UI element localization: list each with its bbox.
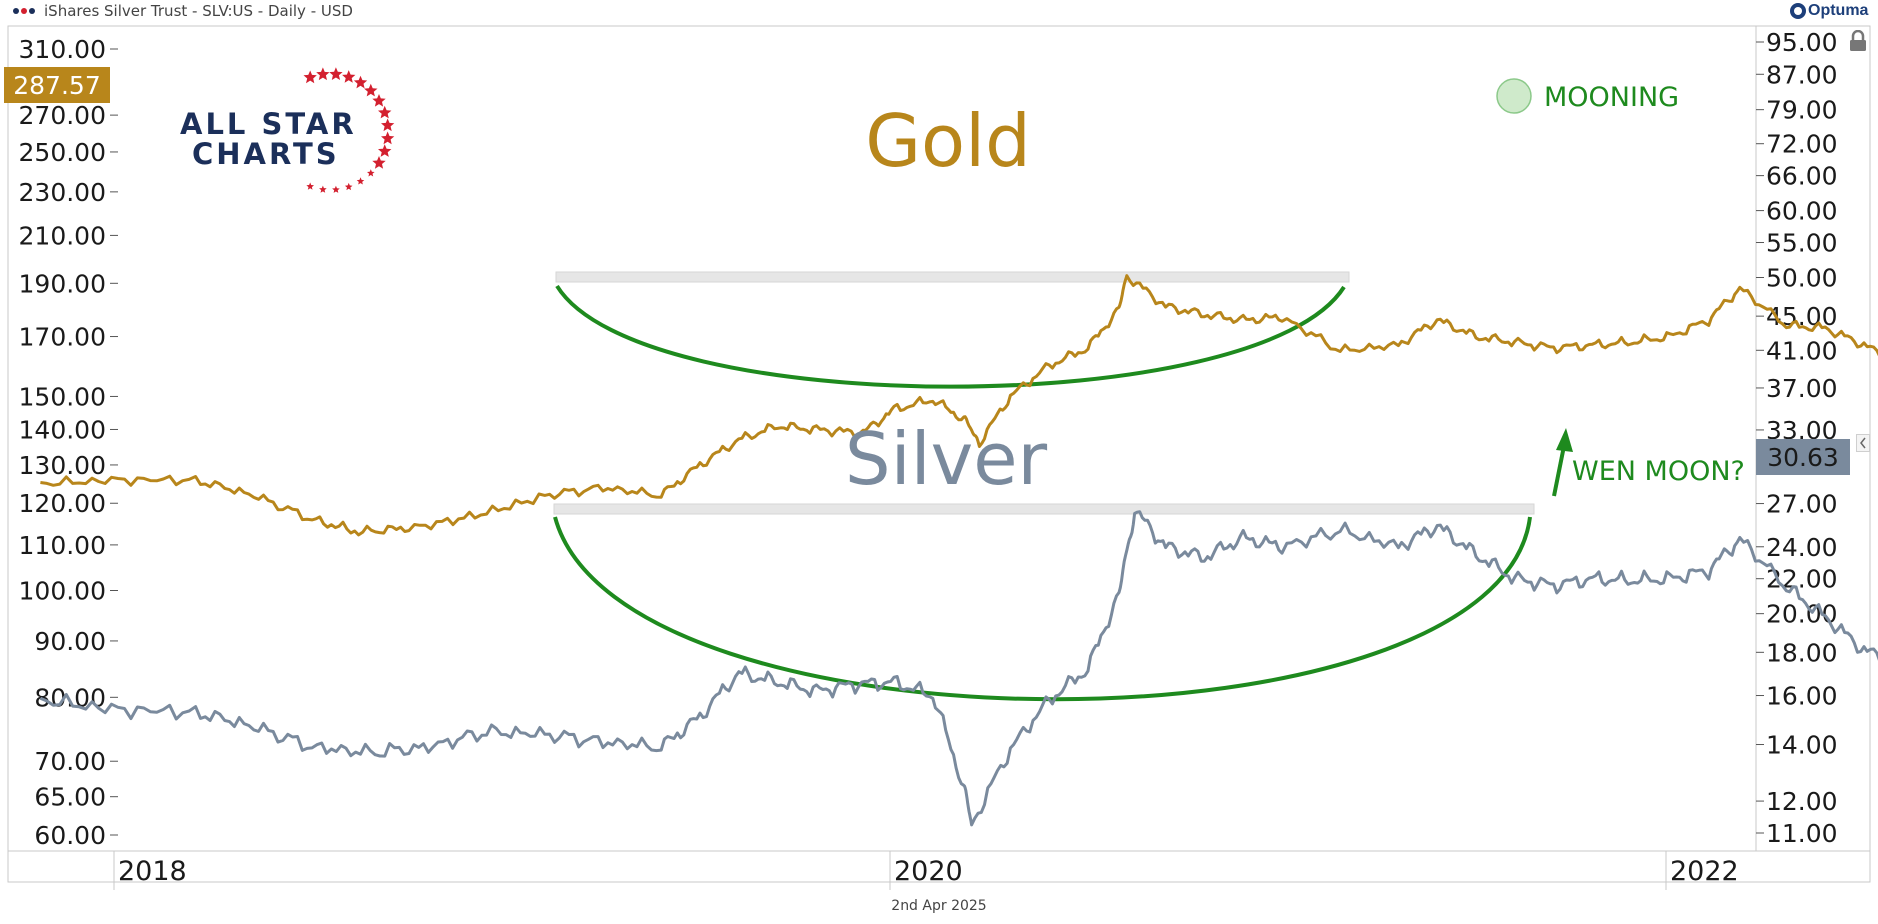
left-tick-label: 110.00	[19, 531, 106, 560]
left-tick-label: 70.00	[34, 747, 106, 776]
left-tick-label: 190.00	[19, 269, 106, 298]
silver-resistance-band	[553, 503, 1535, 515]
gold-last-value-badge	[4, 67, 110, 103]
left-tick-label: 310.00	[19, 35, 106, 64]
x-tick-label: 2022	[1670, 856, 1739, 887]
logo-star	[303, 70, 317, 84]
silver-label: Silver	[845, 417, 1048, 501]
logo-star	[381, 131, 395, 145]
logo-star	[378, 105, 392, 119]
optuma-brand-label: Optuma	[1808, 2, 1869, 19]
left-tick-label: 130.00	[19, 451, 106, 480]
lock-icon[interactable]	[1848, 30, 1868, 52]
logo-stars	[303, 67, 395, 193]
wen-moon-label: WEN MOON?	[1572, 456, 1745, 487]
x-tick-label: 2020	[894, 856, 963, 887]
left-tick-label: 230.00	[19, 178, 106, 207]
chart-header-title: iShares Silver Trust - SLV:US - Daily - …	[44, 2, 353, 20]
header-mini-logo-icon	[13, 8, 35, 14]
right-tick-label: 95.00	[1766, 28, 1838, 57]
logo-star	[319, 185, 327, 193]
logo-line1: ALL STAR	[180, 107, 357, 141]
right-axis: 95.00 87.00 79.00 72.00 66.00 60.00 55.00 50.00…	[1756, 28, 1838, 848]
right-tick-label: 87.00	[1766, 60, 1838, 89]
right-tick-label: 16.00	[1766, 682, 1838, 711]
logo-star	[372, 156, 386, 169]
x-axis: 20182020202220242026	[113, 851, 1739, 890]
left-tick-label: 90.00	[34, 627, 106, 656]
gold-last-value: 287.57	[13, 71, 100, 100]
left-tick-label: 60.00	[34, 821, 106, 850]
logo-star	[353, 75, 368, 89]
left-tick-label: 270.00	[19, 101, 106, 130]
mooning-highlight-circle	[1496, 78, 1532, 114]
right-tick-label: 27.00	[1766, 490, 1838, 519]
logo-star	[378, 144, 392, 157]
silver-cup-curve	[553, 516, 1532, 702]
logo-star	[316, 67, 330, 81]
all-star-charts-logo: ALL STAR CHARTS	[180, 67, 395, 193]
left-tick-label: 170.00	[19, 323, 106, 352]
plot-frame	[7, 25, 1871, 883]
right-tick-label: 66.00	[1766, 162, 1838, 191]
left-tick-label: 210.00	[19, 221, 106, 250]
logo-star	[342, 70, 356, 83]
x-tick-label: 2018	[118, 856, 187, 887]
right-tick-label: 41.00	[1766, 336, 1838, 365]
chart-date: 2nd Apr 2025	[891, 898, 987, 914]
silver-last-value-badge	[1756, 439, 1850, 475]
right-tick-label: 79.00	[1766, 96, 1838, 125]
optuma-logo-icon	[1790, 3, 1806, 19]
optuma-brand: Optuma	[1790, 2, 1868, 20]
logo-star	[372, 94, 386, 107]
left-tick-label: 80.00	[34, 683, 106, 712]
left-tick-label: 65.00	[34, 783, 106, 812]
chevron-left-icon[interactable]	[1856, 434, 1870, 452]
logo-star	[356, 177, 365, 185]
left-tick-label: 100.00	[19, 577, 106, 606]
logo-line2: CHARTS	[192, 137, 340, 171]
left-tick-label: 140.00	[19, 415, 106, 444]
right-tick-label: 24.00	[1766, 533, 1838, 562]
right-tick-label: 37.00	[1766, 374, 1838, 403]
right-tick-label: 14.00	[1766, 731, 1838, 760]
right-tick-label: 60.00	[1766, 197, 1838, 226]
gold-cup-curve	[555, 284, 1346, 389]
logo-star	[381, 118, 395, 132]
left-tick-label: 120.00	[19, 489, 106, 518]
right-tick-label: 50.00	[1766, 263, 1838, 292]
mooning-label: MOONING	[1544, 82, 1679, 113]
gold-label: Gold	[865, 99, 1031, 183]
silver-last-value: 30.63	[1767, 443, 1839, 472]
right-tick-label: 18.00	[1766, 638, 1838, 667]
right-tick-label: 72.00	[1766, 130, 1838, 159]
logo-star	[306, 182, 314, 190]
right-tick-label: 55.00	[1766, 229, 1838, 258]
wen-moon-arrowhead	[1556, 428, 1573, 452]
series-line-gold	[40, 274, 1878, 537]
right-tick-label: 11.00	[1766, 819, 1838, 848]
logo-star	[364, 83, 378, 97]
logo-star	[344, 182, 353, 191]
series-line-silver	[39, 510, 1878, 827]
logo-star	[332, 185, 340, 193]
logo-star	[367, 169, 375, 177]
logo-star	[329, 67, 343, 80]
left-axis: 310.00 270.00 250.00 230.00 210.00 190.00 170.…	[19, 35, 118, 850]
left-tick-label: 150.00	[19, 382, 106, 411]
wen-moon-arrow	[1552, 445, 1566, 497]
right-tick-label: 20.00	[1766, 600, 1838, 629]
gold-resistance-band	[555, 271, 1350, 283]
left-tick-label: 250.00	[19, 138, 106, 167]
right-tick-label: 12.00	[1766, 787, 1838, 816]
